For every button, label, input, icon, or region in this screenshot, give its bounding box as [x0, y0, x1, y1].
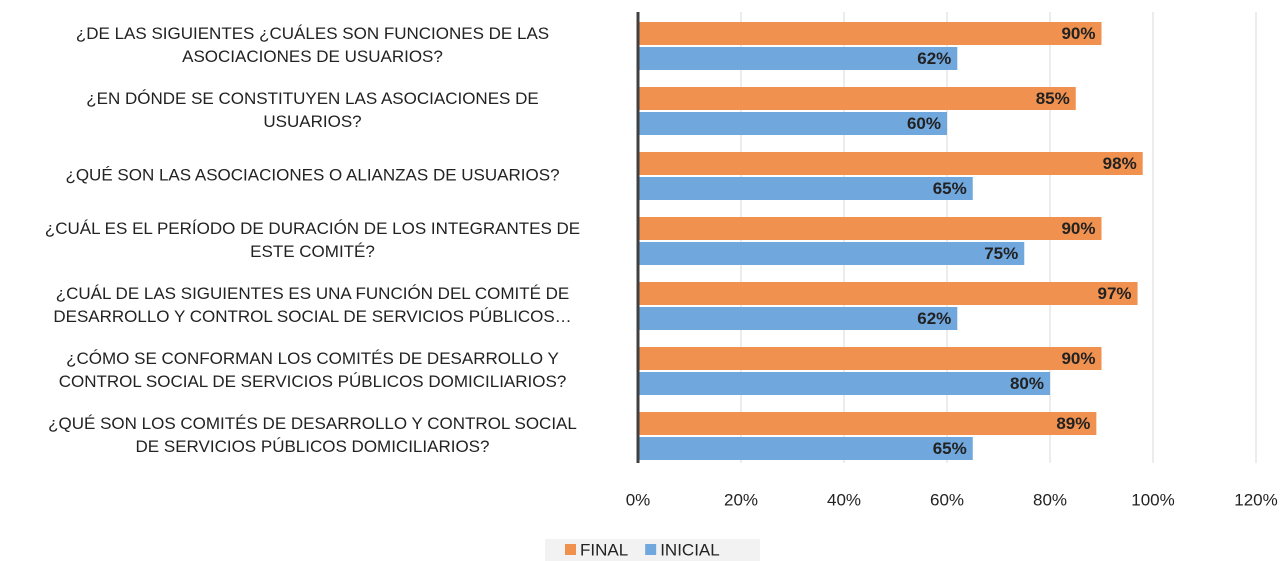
data-label: 85%: [1036, 89, 1070, 108]
bar: [638, 217, 1102, 240]
bar: [638, 242, 1025, 265]
legend-swatch: [565, 544, 576, 555]
data-label: 90%: [1061, 24, 1095, 43]
legend-label: INICIAL: [660, 540, 720, 559]
x-tick-label: 0%: [626, 490, 651, 509]
x-tick-label: 20%: [724, 490, 758, 509]
bar: [638, 437, 973, 460]
bar: [638, 112, 947, 135]
x-tick-label: 40%: [827, 490, 861, 509]
data-label: 89%: [1056, 414, 1090, 433]
data-label: 62%: [917, 309, 951, 328]
category-label: ¿CUÁL ES EL PERÍODO DE DURACIÓN DE LOS I…: [44, 219, 581, 261]
bar: [638, 22, 1102, 45]
legend-swatch: [645, 544, 657, 555]
x-tick-label: 100%: [1131, 490, 1174, 509]
x-tick-label: 80%: [1033, 490, 1067, 509]
bar: [638, 152, 1143, 175]
bar: [638, 307, 958, 330]
data-label: 80%: [1010, 374, 1044, 393]
bar: [638, 47, 958, 70]
data-label: 60%: [907, 114, 941, 133]
category-label: ¿CUÁL DE LAS SIGUIENTES ES UNA FUNCIÓN D…: [53, 284, 572, 326]
category-label: ¿QUÉ SON LOS COMITÉS DE DESARROLLO Y CON…: [48, 414, 577, 456]
category-label: ¿CÓMO SE CONFORMAN LOS COMITÉS DE DESARR…: [58, 349, 567, 391]
data-label: 98%: [1103, 154, 1137, 173]
bar: [638, 87, 1076, 110]
data-label: 62%: [917, 49, 951, 68]
data-label: 65%: [933, 179, 967, 198]
bar: [638, 372, 1050, 395]
data-label: 75%: [984, 244, 1018, 263]
bar: [638, 282, 1138, 305]
category-label: ¿EN DÓNDE SE CONSTITUYEN LAS ASOCIACIONE…: [86, 89, 539, 131]
legend-label: FINAL: [580, 540, 628, 559]
x-tick-label: 120%: [1234, 490, 1277, 509]
bar: [638, 347, 1102, 370]
data-label: 97%: [1098, 284, 1132, 303]
bar: [638, 177, 973, 200]
bar: [638, 412, 1097, 435]
data-label: 65%: [933, 439, 967, 458]
data-label: 90%: [1061, 219, 1095, 238]
x-tick-label: 60%: [930, 490, 964, 509]
category-label: ¿DE LAS SIGUIENTES ¿CUÁLES SON FUNCIONES…: [75, 24, 550, 66]
data-label: 90%: [1061, 349, 1095, 368]
category-label: ¿QUÉ SON LAS ASOCIACIONES O ALIANZAS DE …: [65, 165, 560, 185]
